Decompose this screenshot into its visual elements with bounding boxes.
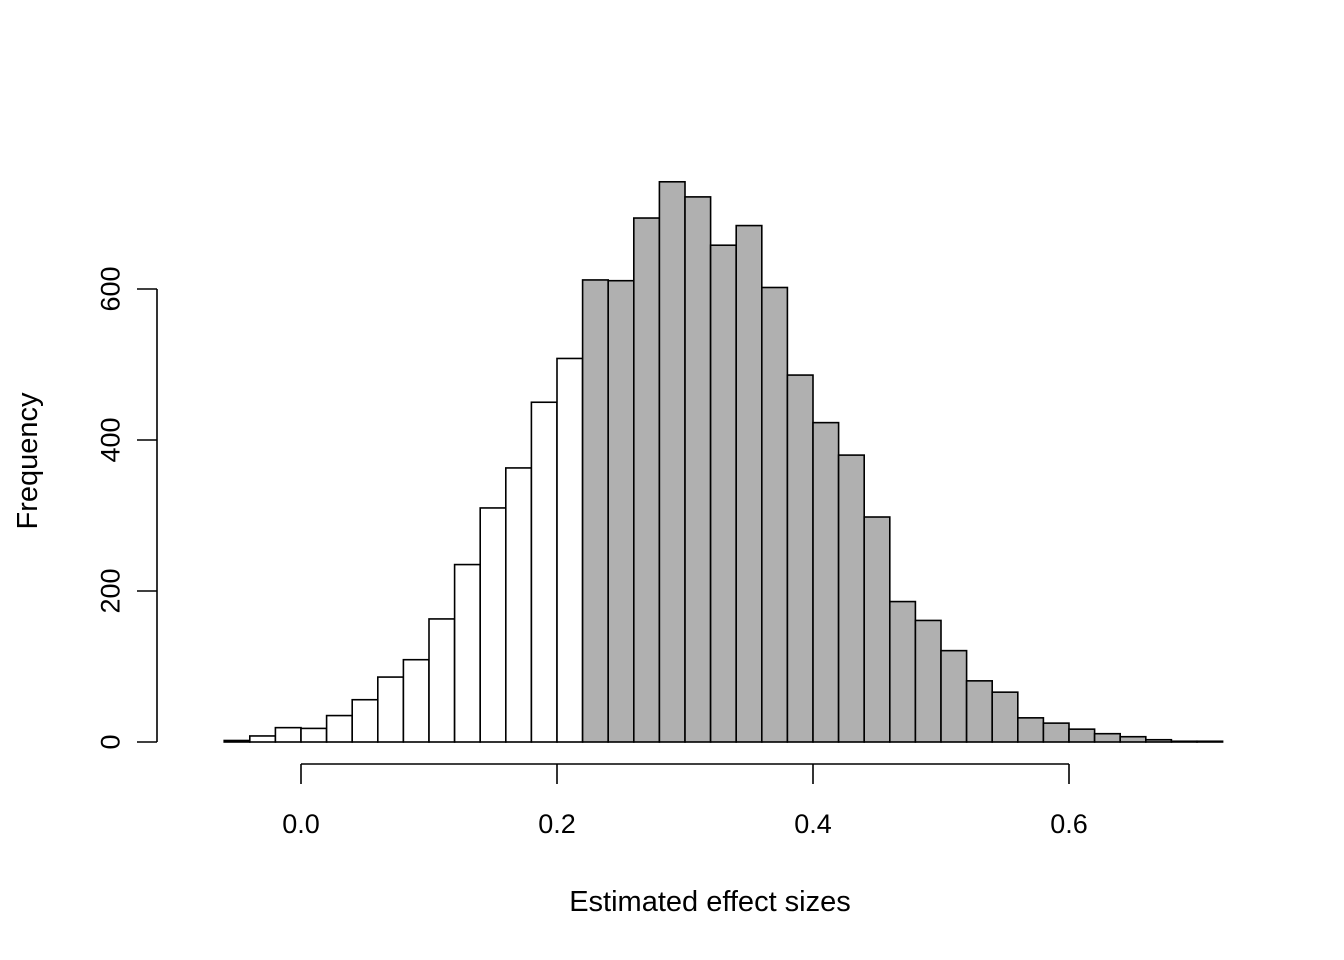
histogram-bar <box>760 286 789 743</box>
y-tick-label: 400 <box>95 417 125 462</box>
histogram-bar <box>1068 728 1096 743</box>
histogram-bar <box>1042 722 1070 743</box>
histogram-bar <box>274 726 302 743</box>
histogram-bar <box>223 739 251 743</box>
histogram-bar <box>530 401 558 743</box>
y-tick-label: 200 <box>95 568 125 613</box>
histogram-bar <box>658 180 686 743</box>
x-axis-title: Estimated effect sizes <box>569 886 851 918</box>
histogram-bar <box>735 224 763 743</box>
histogram-bar <box>991 691 1019 743</box>
histogram-bar <box>812 421 840 743</box>
x-tick-label: 0.6 <box>1050 809 1088 839</box>
histogram-bar <box>376 676 405 743</box>
y-axis: 0 200 400 600 <box>95 266 158 750</box>
histogram-bar <box>786 374 814 743</box>
x-axis: 0.0 0.2 0.4 0.6 <box>282 763 1088 839</box>
histogram-bar <box>965 680 993 743</box>
y-tick-label: 0 <box>95 734 125 749</box>
histogram-bar <box>1170 740 1198 743</box>
histogram-bar <box>325 714 354 743</box>
histogram-bar <box>428 618 456 743</box>
y-ticks: 0 200 400 600 <box>95 266 157 750</box>
x-tick-label: 0.0 <box>282 809 320 839</box>
histogram-bar <box>888 600 917 743</box>
x-tick-label: 0.2 <box>538 809 576 839</box>
histogram-bar <box>684 196 712 743</box>
y-tick-label: 600 <box>95 266 125 311</box>
y-axis-title: Frequency <box>12 392 44 530</box>
histogram-bar <box>351 698 379 743</box>
histogram-bar <box>709 244 737 743</box>
histogram-bar <box>1119 735 1147 743</box>
histogram-bar <box>453 563 482 743</box>
histogram-bar <box>1196 740 1224 743</box>
histogram-bar <box>607 279 635 743</box>
histogram-bar <box>837 454 865 743</box>
histogram-bar <box>581 279 609 743</box>
histogram-bar <box>504 467 533 743</box>
histogram-bar <box>1145 738 1173 743</box>
histogram-bar <box>300 727 328 743</box>
histogram-bar <box>479 507 507 743</box>
histogram-bar <box>556 357 584 743</box>
histogram-bar <box>1016 717 1045 743</box>
histogram-bar <box>914 619 942 743</box>
x-tick-label: 0.4 <box>794 809 832 839</box>
histogram-bars <box>223 180 1224 743</box>
histogram-bar <box>1093 732 1121 743</box>
histogram-bar <box>863 516 891 743</box>
histogram-bar <box>632 217 661 743</box>
histogram-bar <box>249 735 277 743</box>
x-ticks: 0.0 0.2 0.4 0.6 <box>282 764 1088 839</box>
histogram-bar <box>402 658 430 743</box>
histogram-bar <box>940 649 968 743</box>
